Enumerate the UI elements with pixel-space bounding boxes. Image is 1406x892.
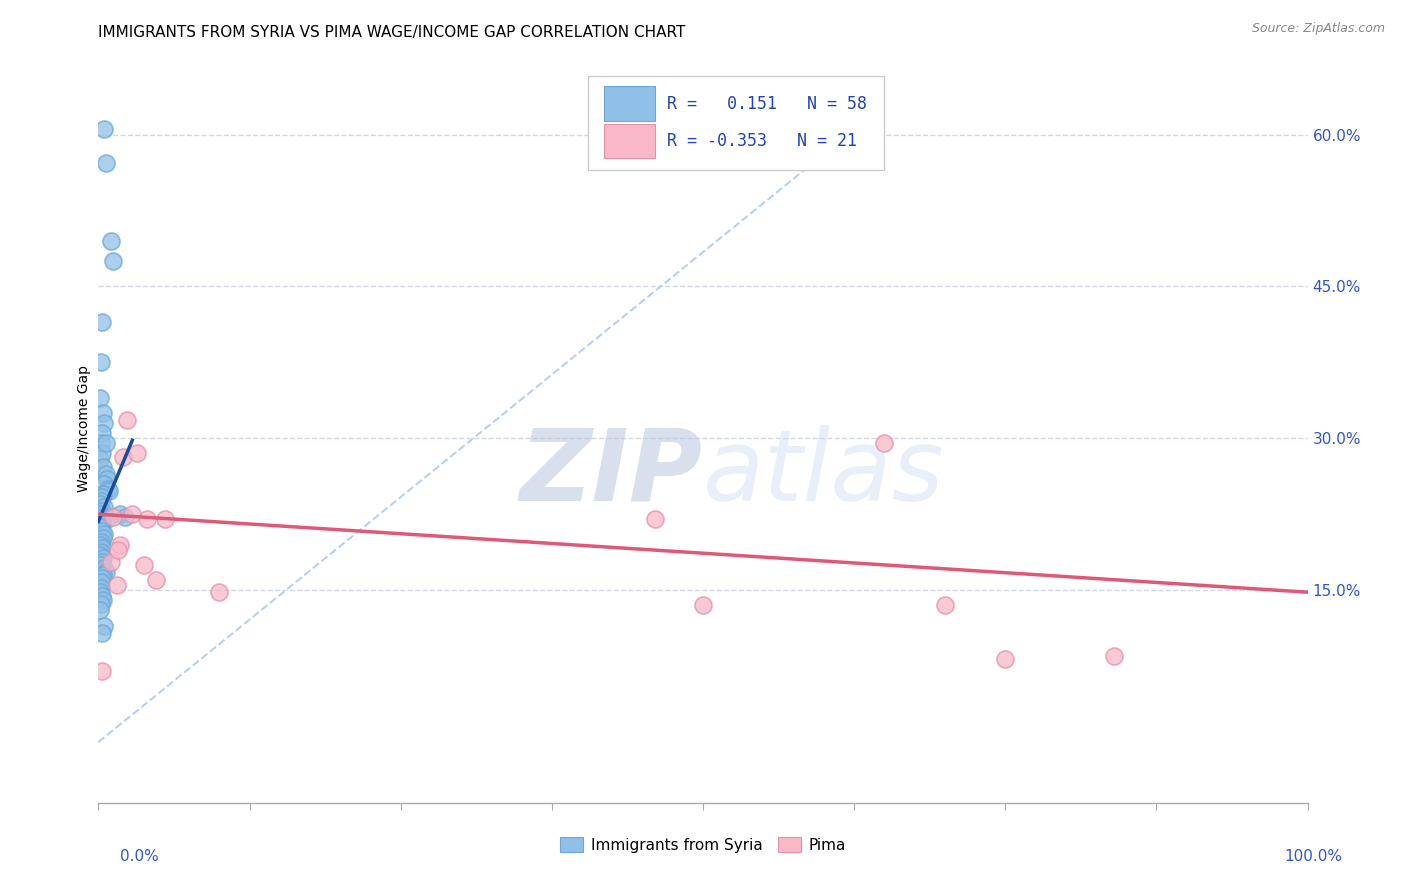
Point [93, 476, 115, 491]
Point [89, 520, 111, 534]
Point [90, 598, 112, 612]
Text: 100.0%: 100.0% [1285, 849, 1343, 864]
Point [90, 575, 112, 590]
Point [93, 618, 115, 632]
Point [91, 406, 114, 420]
Point [93, 561, 115, 575]
Point [692, 599, 714, 613]
Point [105, 578, 128, 592]
Point [208, 585, 231, 599]
Point [90, 558, 112, 572]
Point [89, 538, 111, 552]
Point [93, 416, 115, 430]
Point [93, 527, 115, 541]
Point [91, 487, 114, 501]
Point [108, 507, 131, 521]
Point [91, 514, 114, 528]
Point [134, 558, 156, 572]
Point [91, 568, 114, 582]
Point [94, 565, 117, 579]
Point [91, 315, 114, 329]
Point [93, 122, 115, 136]
Point [91, 593, 114, 607]
Point [91, 550, 114, 565]
Point [873, 436, 896, 450]
Point [93, 500, 115, 515]
Point [127, 446, 149, 460]
Y-axis label: Wage/Income Gap: Wage/Income Gap [77, 365, 91, 491]
Point [91, 504, 114, 518]
Point [91, 490, 114, 504]
Point [91, 555, 114, 569]
Text: atlas: atlas [703, 425, 945, 522]
Point [934, 599, 956, 613]
Point [94, 156, 117, 170]
Point [108, 538, 131, 552]
Point [100, 555, 122, 569]
Point [96, 472, 118, 486]
Point [135, 512, 157, 526]
Point [89, 603, 111, 617]
Point [121, 507, 143, 521]
Point [91, 426, 114, 441]
Point [94, 436, 117, 450]
Point [153, 512, 176, 526]
Point [89, 497, 111, 511]
Point [91, 625, 114, 640]
Point [91, 541, 114, 555]
Point [114, 510, 136, 524]
Point [994, 652, 1017, 666]
Point [90, 436, 112, 450]
Point [98, 483, 121, 498]
Point [90, 517, 112, 532]
Point [89, 548, 111, 562]
Text: R = -0.353   N = 21: R = -0.353 N = 21 [666, 132, 856, 150]
Point [91, 589, 114, 603]
Text: ZIP: ZIP [520, 425, 703, 522]
Point [91, 664, 114, 678]
FancyBboxPatch shape [588, 76, 884, 169]
Point [90, 507, 112, 521]
Point [90, 581, 112, 595]
Point [111, 450, 134, 464]
Legend: Immigrants from Syria, Pima: Immigrants from Syria, Pima [554, 830, 852, 859]
Text: Source: ZipAtlas.com: Source: ZipAtlas.com [1251, 22, 1385, 36]
Text: R =   0.151   N = 58: R = 0.151 N = 58 [666, 95, 866, 112]
Point [89, 391, 111, 405]
Point [101, 510, 124, 524]
Point [96, 512, 118, 526]
Point [91, 524, 114, 539]
Point [89, 585, 111, 599]
Point [90, 494, 112, 508]
Point [97, 482, 120, 496]
Point [107, 542, 129, 557]
Point [145, 573, 167, 587]
Point [101, 254, 124, 268]
Point [100, 234, 122, 248]
Point [1102, 648, 1125, 663]
Point [91, 531, 114, 545]
Point [89, 451, 111, 466]
Text: 0.0%: 0.0% [120, 849, 159, 864]
Point [90, 534, 112, 549]
Point [644, 512, 666, 526]
Point [91, 459, 114, 474]
Point [117, 413, 139, 427]
Point [90, 544, 112, 558]
FancyBboxPatch shape [603, 87, 655, 121]
FancyBboxPatch shape [603, 124, 655, 159]
Text: IMMIGRANTS FROM SYRIA VS PIMA WAGE/INCOME GAP CORRELATION CHART: IMMIGRANTS FROM SYRIA VS PIMA WAGE/INCOM… [98, 25, 686, 40]
Point [90, 355, 112, 369]
Point [91, 571, 114, 585]
Point [94, 467, 117, 481]
Point [91, 510, 114, 524]
Point [91, 446, 114, 460]
